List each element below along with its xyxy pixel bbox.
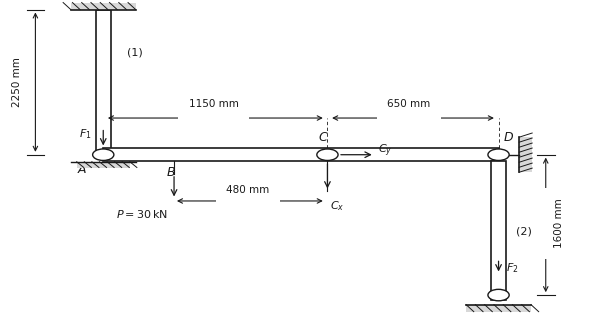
Text: (2): (2): [516, 226, 532, 236]
Text: $F_1$: $F_1$: [79, 127, 91, 141]
Circle shape: [488, 149, 509, 160]
Circle shape: [93, 149, 114, 160]
Text: 1600 mm: 1600 mm: [555, 198, 564, 248]
Text: $A$: $A$: [77, 163, 87, 176]
Text: 480 mm: 480 mm: [226, 185, 270, 195]
Bar: [466, 305, 531, 312]
Bar: [71, 3, 136, 10]
Text: $C$: $C$: [318, 130, 329, 144]
Text: $P = 30\,\mathrm{kN}$: $P = 30\,\mathrm{kN}$: [116, 208, 168, 220]
Text: (1): (1): [127, 48, 143, 58]
Bar: [491, 161, 506, 300]
Text: $C_x$: $C_x$: [330, 199, 345, 213]
Text: $F_2$: $F_2$: [506, 261, 518, 275]
Text: $D$: $D$: [503, 130, 514, 144]
Bar: [103, 148, 499, 161]
Circle shape: [317, 149, 338, 160]
Text: 1150 mm: 1150 mm: [189, 99, 238, 109]
Circle shape: [488, 289, 509, 301]
Text: 650 mm: 650 mm: [387, 99, 431, 109]
Text: $C_y$: $C_y$: [378, 143, 392, 159]
Text: 2250 mm: 2250 mm: [12, 57, 21, 107]
Bar: [519, 137, 532, 172]
Text: $B$: $B$: [166, 166, 176, 179]
Bar: [77, 162, 130, 168]
Bar: [96, 10, 111, 156]
